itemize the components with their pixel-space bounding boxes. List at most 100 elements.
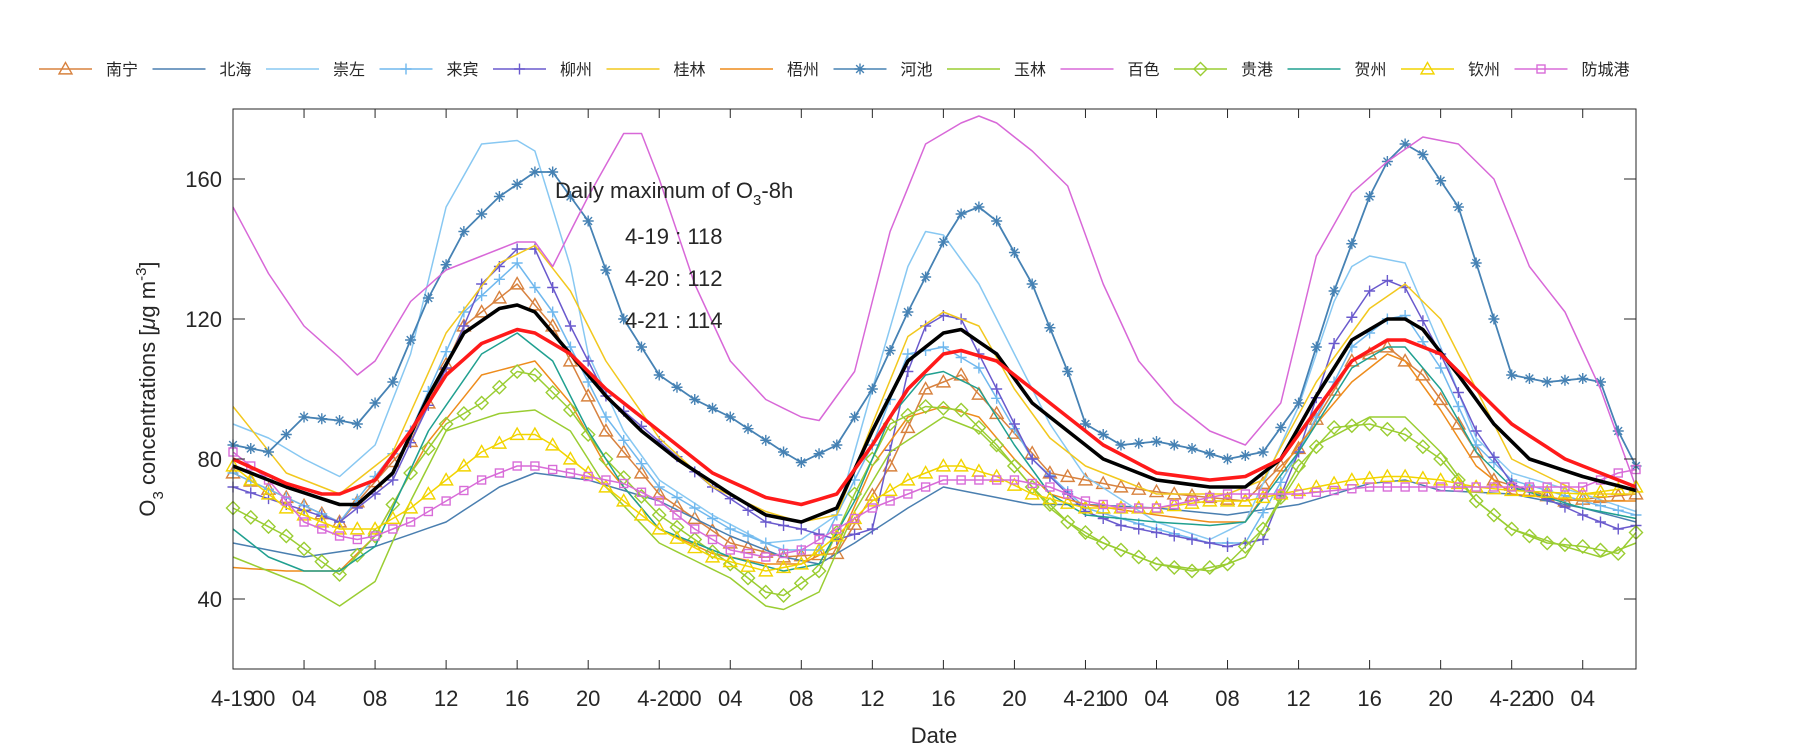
series-marker [1379,339,1396,353]
series-marker [583,471,593,482]
x-tick-label: 4-20 [637,686,681,711]
legend-item: 来宾 [379,61,479,79]
annotation-line: 4-19 : 118 [625,224,722,249]
annotation-title-sub: 3 [753,192,761,209]
series-marker [598,423,614,437]
series-marker [332,567,348,582]
series-marker [1204,537,1216,549]
legend-label: 南宁 [106,61,138,79]
series-marker [1328,285,1340,297]
series-marker [1276,489,1286,499]
series-marker [1364,191,1376,202]
annotation-title: Daily maximum of O3-8h [555,178,793,209]
series-marker [1113,479,1129,493]
legend-item: 钦州 [1401,61,1500,79]
series-line [232,327,1637,507]
x-tick-label: 4-22 [1490,686,1534,711]
legend-label: 北海 [220,61,252,79]
series-marker [1364,482,1375,492]
series-marker [704,549,721,563]
series-marker [991,215,1003,227]
series-marker [260,486,277,500]
series-marker [935,374,952,388]
series-marker [849,411,861,423]
series-marker [1026,278,1038,290]
series-marker [527,367,543,383]
series-marker [1275,476,1287,488]
series-marker [633,465,650,479]
series-marker [687,532,703,547]
legend: 南宁 北海 崇左 来宾 柳州 桂林 梧州 河池 玉林 百色 贵港 贺州 钦州 防城港 [39,61,1630,79]
legend-item: 北海 [152,61,252,79]
series-marker [1577,373,1589,384]
x-tick-label: 20 [1428,686,1452,711]
series-marker [458,226,470,237]
series-marker [1273,486,1289,500]
x-tick-label: 20 [1002,686,1026,711]
series-marker [1240,489,1250,499]
series-line [232,332,1637,572]
series-marker [864,493,881,507]
legend-swatch-marker [854,63,866,75]
series-marker [1557,537,1573,553]
series-marker [1594,376,1606,388]
series-marker [758,584,774,600]
series-marker [243,472,259,486]
legend-item: 梧州 [720,61,819,79]
series-marker [1415,439,1431,455]
series-marker [600,411,612,423]
legend-item: 桂林 [606,61,706,79]
legend-item: 贵港 [1174,61,1273,79]
series-marker [529,166,541,178]
series-Daily mean (black) [232,303,1637,524]
series-marker [1435,175,1447,187]
series-marker [937,236,949,248]
series-marker [1397,468,1413,483]
series-marker [989,437,1005,453]
series-marker [420,486,437,500]
series-line [232,409,1637,611]
series-marker [1486,472,1502,486]
series-marker [1539,535,1555,551]
y-axis-title-unit: g m [135,281,160,318]
series-marker [619,478,629,489]
series-marker [1489,482,1499,492]
series-marker [367,521,383,535]
series-marker [1612,523,1624,535]
series-marker [1560,482,1570,492]
series-marker [653,481,665,493]
series-崇左 [232,139,1637,544]
series-marker [1542,482,1552,492]
series-贵港 [225,364,1644,603]
series-marker [316,413,328,425]
series-marker [547,464,558,475]
legend-label: 河池 [901,61,933,79]
series-marker [565,468,576,478]
x-tick-label: 04 [292,686,316,711]
legend-label: 桂林 [674,61,706,79]
series-marker [529,282,541,293]
series-marker [1059,468,1076,483]
y-tick-label: 40 [198,587,222,612]
series-marker [974,475,984,485]
series-marker [491,435,508,449]
series-marker [1009,475,1020,485]
series-marker [1415,367,1431,381]
series-marker [476,208,488,220]
series-marker [1453,482,1464,492]
series-marker [1255,489,1271,504]
series-marker [403,465,419,481]
series-marker [459,485,469,496]
series-marker [314,554,330,570]
series-marker [1237,493,1253,507]
series-marker [1399,138,1411,150]
series-marker [1184,563,1200,579]
series-marker [689,394,701,405]
series-marker [1150,436,1162,447]
series-marker [1559,374,1571,386]
series-marker [1204,448,1216,460]
series-marker [796,545,807,555]
legend-item: 贺州 [1287,61,1387,79]
series-marker [263,446,275,458]
series-marker [740,570,756,586]
